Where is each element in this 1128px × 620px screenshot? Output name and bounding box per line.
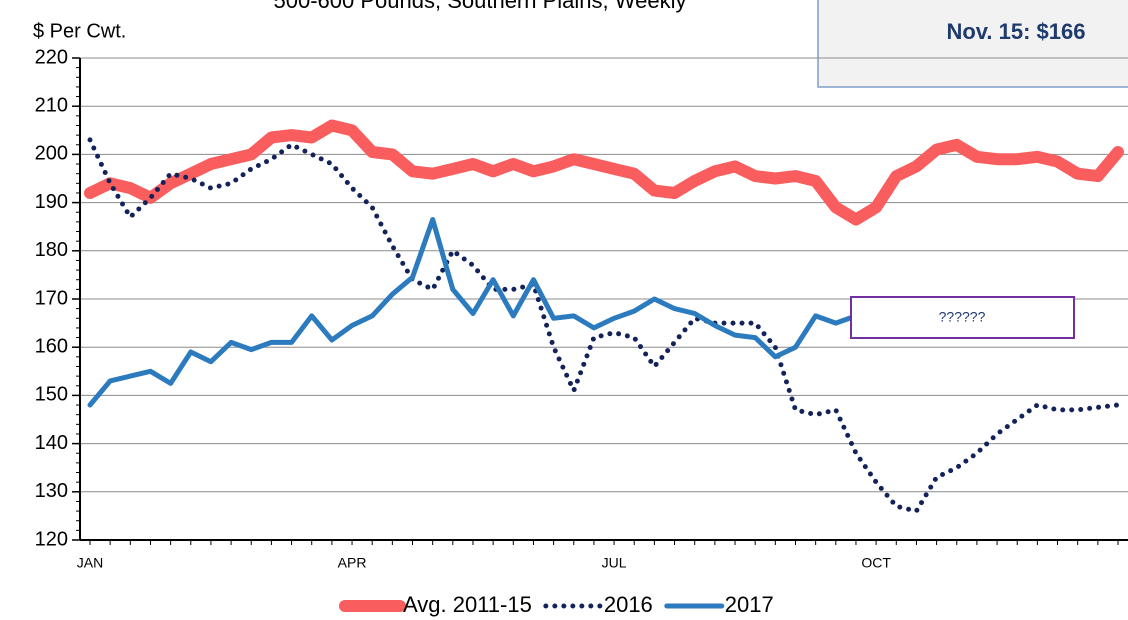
y-tick-label: 140 xyxy=(35,432,68,454)
legend-label: Avg. 2011-15 xyxy=(403,592,532,617)
y-tick-label: 120 xyxy=(35,528,68,550)
info-box-text: Nov. 15: $166 xyxy=(946,19,1085,44)
y-axis-label: $ Per Cwt. xyxy=(33,20,126,42)
series-line xyxy=(84,119,1124,226)
y-tick-label: 160 xyxy=(35,335,68,357)
y-tick-label: 130 xyxy=(35,480,68,502)
y-tick-label: 210 xyxy=(35,94,68,116)
y-tick-label: 190 xyxy=(35,191,68,213)
x-tick-label: JAN xyxy=(77,555,103,571)
legend-label: 2016 xyxy=(604,592,653,617)
legend-label: 2017 xyxy=(725,592,774,617)
chart-subtitle: 500-600 Pounds, Southern Plains, Weekly xyxy=(274,0,687,13)
x-tick-label: OCT xyxy=(861,555,891,571)
y-tick-label: 170 xyxy=(35,287,68,309)
y-tick-label: 150 xyxy=(35,384,68,406)
annotation-box xyxy=(850,296,1075,339)
x-tick-label: JUL xyxy=(602,555,627,571)
series-line xyxy=(87,217,859,408)
y-tick-label: 200 xyxy=(35,143,68,165)
x-tick-label: APR xyxy=(338,555,367,571)
annotation-text: ?????? xyxy=(939,309,986,325)
y-tick-label: 180 xyxy=(35,239,68,261)
y-tick-label: 220 xyxy=(35,46,68,68)
info-box xyxy=(817,0,1128,88)
